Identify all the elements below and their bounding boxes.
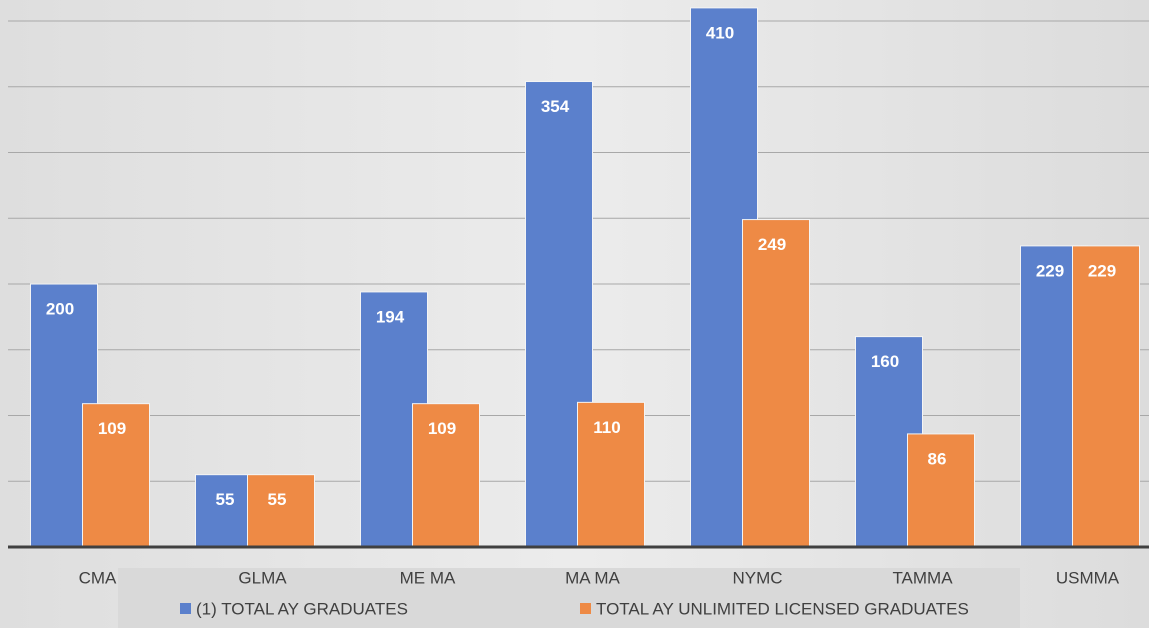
x-tick-label: TAMMA (892, 568, 953, 587)
bar (82, 403, 150, 548)
value-label: 229 (1088, 261, 1116, 280)
value-label: 109 (428, 419, 456, 438)
x-tick-label: ME MA (400, 568, 456, 587)
value-label: 229 (1036, 261, 1064, 280)
value-label: 55 (268, 490, 287, 509)
x-tick-label: CMA (79, 568, 117, 587)
bar (907, 433, 975, 548)
value-label: 86 (928, 449, 947, 468)
value-label: 110 (593, 418, 620, 437)
value-label: 55 (216, 490, 235, 509)
bar (247, 474, 315, 548)
x-tick-label: NYMC (732, 568, 782, 587)
x-tick-label: GLMA (238, 568, 287, 587)
bar (742, 219, 810, 548)
value-label: 194 (376, 307, 405, 326)
bar (577, 401, 645, 548)
value-label: 160 (871, 352, 899, 371)
value-label: 200 (46, 300, 74, 319)
legend-swatch (580, 603, 591, 614)
x-tick-label: MA MA (565, 568, 620, 587)
legend-label: (1) TOTAL AY GRADUATES (196, 599, 408, 618)
value-label: 354 (541, 97, 570, 116)
value-label: 410 (706, 23, 734, 42)
legend-swatch (180, 603, 191, 614)
legend-label: TOTAL AY UNLIMITED LICENSED GRADUATES (596, 599, 969, 618)
legend-box (118, 568, 1020, 628)
x-tick-label: USMMA (1056, 568, 1120, 587)
value-label: 249 (758, 235, 786, 254)
bar (1072, 245, 1140, 548)
value-label: 109 (98, 419, 126, 438)
